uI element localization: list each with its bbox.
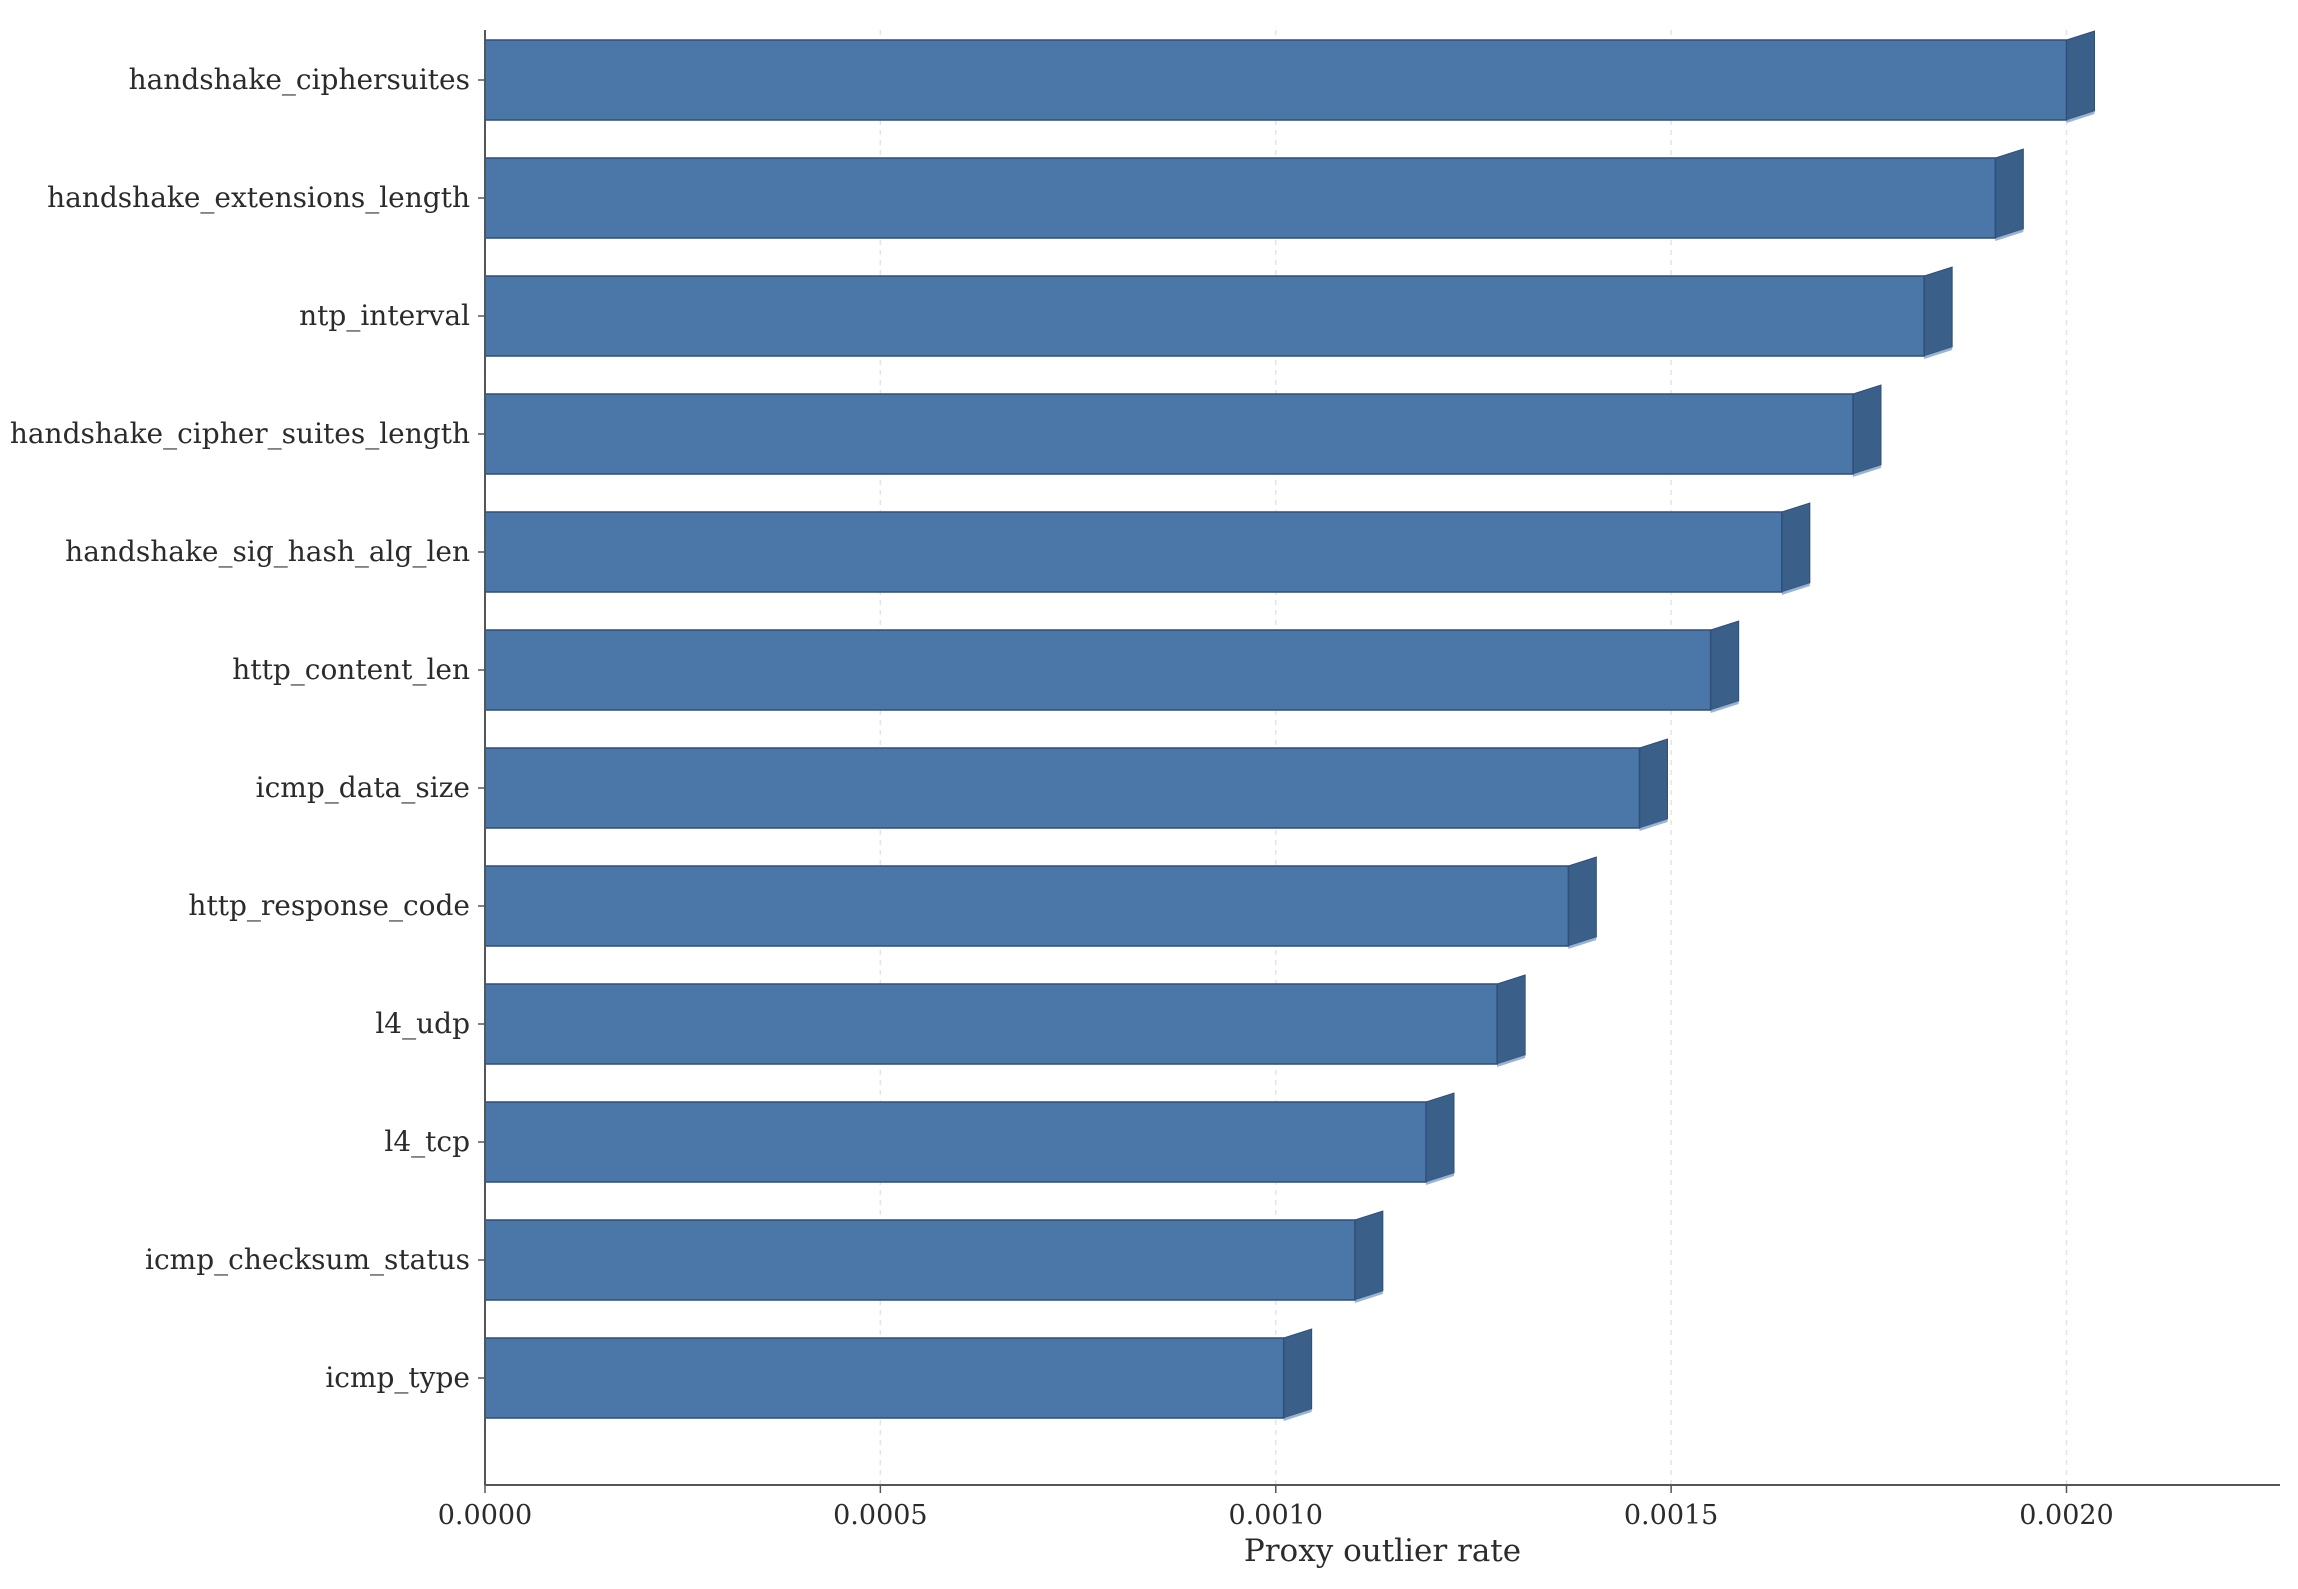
bar-side-highlight	[1354, 1291, 1383, 1303]
bar-side-highlight	[1425, 1173, 1454, 1185]
y-tick-label: handshake_extensions_length	[47, 181, 470, 214]
bar-side	[1852, 384, 1882, 475]
bar-group	[484, 974, 1526, 1067]
bar-side	[1994, 148, 2024, 239]
y-tick-label: handshake_ciphersuites	[129, 63, 470, 96]
bar-side-highlight	[1781, 583, 1810, 595]
bar	[484, 629, 1712, 711]
bar-side-highlight	[1568, 937, 1597, 949]
bar-group	[484, 384, 1882, 477]
bar-group	[484, 266, 1953, 359]
y-tick-label: l4_udp	[375, 1007, 470, 1040]
bar-side-highlight	[1283, 1409, 1312, 1421]
bar	[484, 747, 1641, 829]
bar	[484, 393, 1854, 475]
bar-side-highlight	[1497, 1055, 1526, 1067]
bar-side	[1425, 1092, 1455, 1183]
labels: handshake_ciphersuites handshake_extensio…	[10, 63, 2114, 1531]
bar-group	[484, 620, 1740, 713]
x-tick-label: 0.0005	[833, 1500, 927, 1531]
bar-side	[1923, 266, 1953, 357]
x-tick-label: 0.0010	[1229, 1500, 1323, 1531]
y-tick-label: icmp_type	[325, 1361, 470, 1394]
bar-side-highlight	[1710, 701, 1739, 713]
y-tick-label: icmp_data_size	[256, 771, 470, 804]
bar-group	[484, 30, 2095, 123]
bar-side-highlight	[1924, 347, 1953, 359]
bar	[484, 511, 1783, 593]
bar-side	[1283, 1328, 1313, 1419]
bar-side	[1781, 502, 1811, 593]
bar-side	[1710, 620, 1740, 711]
bar-group	[484, 856, 1597, 949]
bar-group	[484, 1210, 1384, 1303]
y-tick-label: handshake_cipher_suites_length	[10, 417, 470, 450]
bar	[484, 983, 1498, 1065]
bars	[484, 30, 2095, 1421]
bar-group	[484, 738, 1668, 831]
x-tick-label: 0.0000	[438, 1500, 532, 1531]
bar-group	[484, 1092, 1455, 1185]
axes	[478, 30, 2280, 1493]
bar-side-highlight	[2066, 111, 2095, 123]
bar	[484, 39, 2068, 121]
bar-group	[484, 1328, 1313, 1421]
bar-side-highlight	[1852, 465, 1881, 477]
bar-side	[2065, 30, 2095, 121]
bar	[484, 1101, 1427, 1183]
bar-side	[1496, 974, 1526, 1065]
x-tick-label: 0.0020	[2019, 1500, 2113, 1531]
y-tick-label: l4_tcp	[384, 1125, 470, 1158]
bar	[484, 275, 1925, 357]
y-tick-label: handshake_sig_hash_alg_len	[65, 535, 470, 568]
y-tick-label: ntp_interval	[299, 299, 470, 332]
x-axis-title: Proxy outlier rate	[1244, 1533, 1521, 1569]
y-tick-label: http_response_code	[188, 889, 470, 922]
bar-side-highlight	[1639, 819, 1668, 831]
y-tick-label: icmp_checksum_status	[145, 1243, 470, 1276]
bar	[484, 865, 1570, 947]
bar-side	[1354, 1210, 1384, 1301]
bar-group	[484, 502, 1811, 595]
y-tick-label: http_content_len	[232, 653, 470, 686]
bar-side	[1567, 856, 1597, 947]
bar	[484, 157, 1997, 239]
bar	[484, 1219, 1356, 1301]
x-tick-label: 0.0015	[1624, 1500, 1718, 1531]
bar-group	[484, 148, 2024, 241]
bar	[484, 1337, 1285, 1419]
bar-side-highlight	[1995, 229, 2024, 241]
bar-side	[1638, 738, 1668, 829]
